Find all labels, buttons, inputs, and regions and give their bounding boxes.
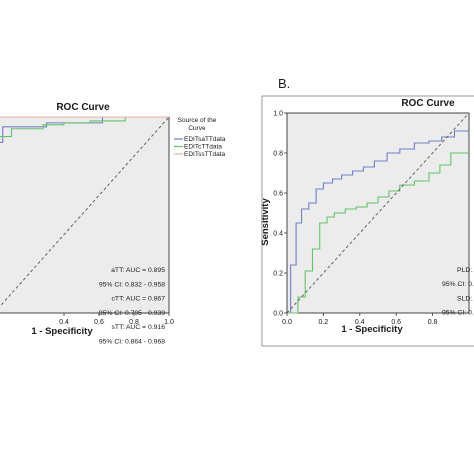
panel-a-legend-entry: EDITsaTTdata <box>184 136 226 143</box>
panel-a-title: ROC Curve <box>56 102 110 113</box>
panel-b-annotation: PLD: AU <box>457 267 474 274</box>
panel-a-x-tick-label: 0.6 <box>94 319 104 326</box>
panel-b-y-tick-label: 0.6 <box>273 191 283 198</box>
panel-b-label: B. <box>278 76 290 91</box>
panel-a-annotation: 95% CI: 0.795 - 0.939 <box>99 310 165 317</box>
panel-b-annotation: 95% CI: 0. <box>442 310 474 317</box>
panel-b-y-tick-label: 1.0 <box>273 111 283 118</box>
panel-b-x-tick-label: 0.8 <box>428 319 438 326</box>
panel-b-annotation: 95% CI: 0. <box>442 281 474 288</box>
panel-b-y-axis-title: Sensitivity <box>260 198 271 246</box>
panel-b-y-tick-label: 0.8 <box>273 151 283 158</box>
panel-b-y-tick-label: 0.2 <box>273 271 283 278</box>
panel-b-y-tick-label: 0.0 <box>273 311 283 318</box>
panel-a-legend-title-line: Source of the <box>178 117 217 124</box>
panel-b-x-tick-label: 0.2 <box>319 319 329 326</box>
panel-a: 0.4 0.6 0.8 1.0 ROC Curve 1 - Specificity Sour… <box>0 102 226 346</box>
panel-b-annotation: SLD: AU <box>457 295 474 302</box>
panel-b-x-tick-label: 0.6 <box>391 319 401 326</box>
panel-b-title: ROC Curve <box>401 98 455 109</box>
panel-a-legend-title: Source of the Curve <box>178 117 217 132</box>
panel-a-x-tick-label: 1.0 <box>164 319 174 326</box>
panel-a-legend-entry: EDITcTTdata <box>184 144 222 151</box>
panel-a-legend-entry: EDITssTTdata <box>184 151 226 158</box>
panel-b-reference-line <box>286 112 470 314</box>
panel-a-annotation: 95% CI: 0.864 - 0.968 <box>99 339 165 346</box>
panel-b-x-tick-label: 0.4 <box>355 319 365 326</box>
panel-a-annotation: sTT: AUC = 0.916 <box>112 324 166 331</box>
panel-a-plot-area <box>0 116 170 314</box>
panel-a-annotation: aTT: AUC = 0.895 <box>111 267 165 274</box>
panel-a-x-tick-label: 0.8 <box>129 319 139 326</box>
panel-b-roc-series-2 <box>287 152 469 314</box>
panel-b-x-tick-label: 0.0 <box>282 319 292 326</box>
panel-a-x-tick-label: 0.4 <box>59 319 69 326</box>
panel-b-y-tick-label: 0.4 <box>273 231 283 238</box>
panel-a-legend-title-line: Curve <box>188 125 206 132</box>
panel-a-annotation: 95% CI: 0.832 - 0.958 <box>99 281 165 288</box>
panel-a-x-axis-title: 1 - Specificity <box>31 326 93 337</box>
panel-b-x-axis-title: 1 - Specificity <box>341 324 403 335</box>
panel-b-roc-series-1 <box>287 130 469 314</box>
panel-a-annotation: cTT: AUC = 0.867 <box>112 296 166 303</box>
panel-a-roc-series-2 <box>0 116 169 138</box>
panel-b: 0.0 0.2 0.4 0.6 0.8 0.0 0.2 0.4 0.6 0.8 1.0 ROC Cur… <box>260 76 474 347</box>
